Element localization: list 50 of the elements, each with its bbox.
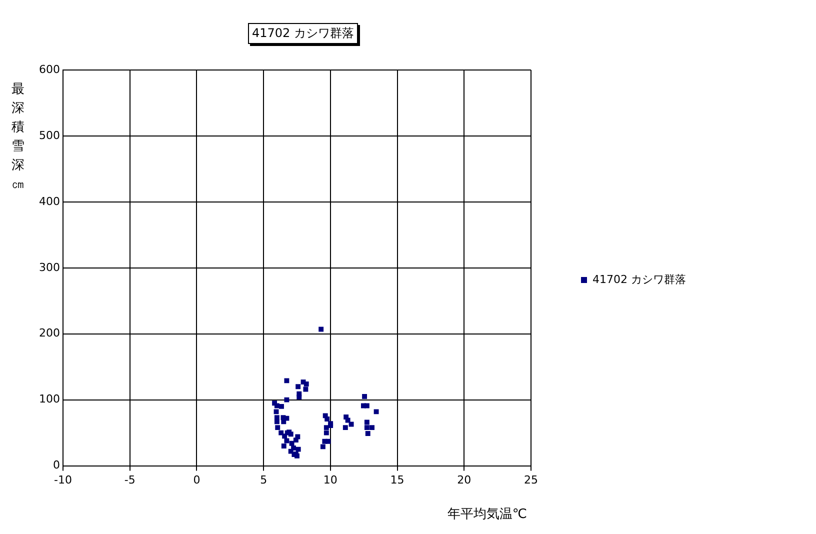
y-tick-label: 0	[52, 458, 60, 472]
point	[293, 438, 298, 443]
point	[284, 397, 290, 402]
point	[364, 403, 370, 408]
point	[364, 420, 370, 425]
point	[284, 438, 290, 444]
point	[324, 430, 329, 436]
point	[304, 382, 309, 386]
y-tick-label: 400	[38, 194, 60, 208]
x-tick-label: -5	[124, 473, 136, 486]
point	[282, 434, 288, 439]
x-axis-title: 年平均気温℃	[447, 506, 527, 523]
y-tick-label: 600	[38, 62, 60, 76]
point	[345, 418, 350, 423]
point	[326, 438, 331, 444]
point	[281, 444, 286, 448]
point	[342, 425, 348, 430]
chart-title: 41702 カシワ群落	[248, 23, 358, 44]
y-tick-label: 200	[38, 326, 60, 340]
point	[324, 416, 330, 422]
y-tick-label: 100	[38, 392, 60, 406]
point	[275, 425, 280, 430]
point	[303, 386, 308, 392]
y-tick-label: 300	[38, 260, 60, 274]
x-tick-label: 10	[323, 473, 338, 486]
point	[374, 409, 379, 414]
point	[318, 326, 324, 332]
point	[289, 440, 294, 446]
x-tick-label: 5	[260, 473, 268, 486]
legend-label: 41702 カシワ群落	[592, 272, 686, 286]
y-tick-label: 500	[38, 128, 60, 142]
y-axis-title: 最深積雪深㎝	[10, 81, 26, 194]
x-tick-label: 25	[524, 473, 538, 486]
point	[296, 446, 301, 452]
point	[362, 394, 368, 400]
point	[274, 419, 280, 424]
point	[370, 425, 374, 430]
point	[296, 394, 302, 400]
x-tick-label: 15	[390, 473, 404, 486]
x-tick-label: 0	[193, 473, 200, 486]
point	[364, 425, 370, 430]
point	[274, 409, 279, 414]
x-tick-label: -10	[54, 473, 72, 486]
point	[320, 444, 326, 450]
point	[279, 404, 284, 409]
point	[296, 384, 301, 390]
x-tick-label: 20	[457, 473, 472, 486]
point	[348, 422, 354, 427]
point	[365, 431, 370, 436]
point	[284, 378, 290, 384]
